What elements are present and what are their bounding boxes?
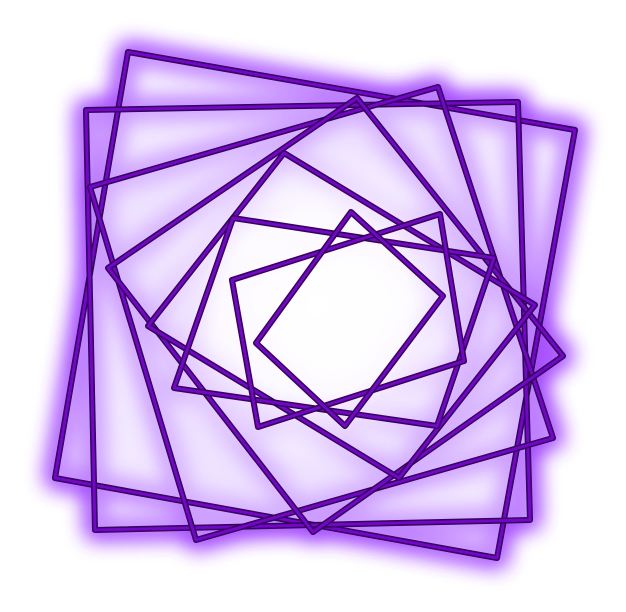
- square-6: [172, 216, 496, 428]
- square-7: [230, 212, 466, 429]
- square-outlines: [52, 49, 578, 561]
- square-8: [254, 210, 445, 428]
- square-5: [146, 151, 537, 480]
- square-4: [106, 96, 565, 534]
